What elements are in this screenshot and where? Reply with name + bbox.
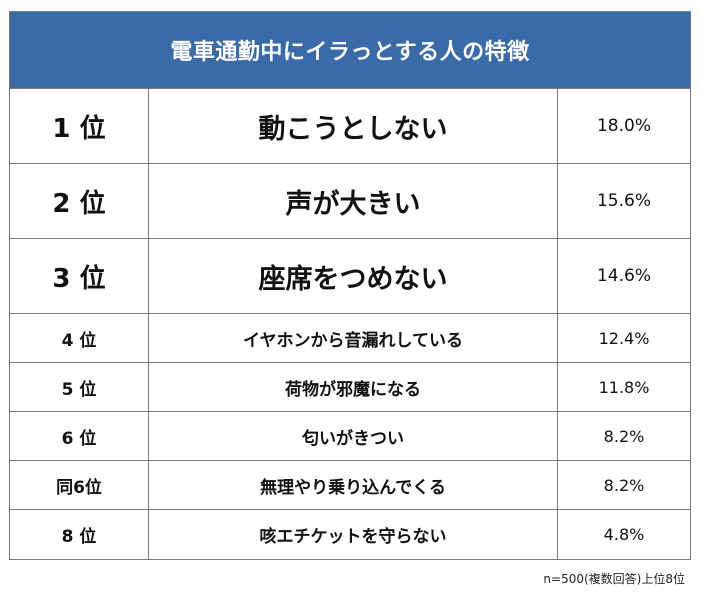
- table-row: 6 位 匂いがきつい 8.2%: [10, 412, 690, 461]
- trait-cell: 無理やり乗り込んでくる: [149, 461, 558, 509]
- trait-cell: 動こうとしない: [149, 89, 558, 163]
- percent-cell: 11.8%: [598, 377, 650, 397]
- table-row: 4 位 イヤホンから音漏れしている 12.4%: [10, 314, 690, 363]
- rank-cell: 1 位: [10, 89, 149, 163]
- rank-cell: 2 位: [10, 164, 149, 238]
- trait-cell: 声が大きい: [149, 164, 558, 238]
- rank-cell: 5 位: [10, 363, 149, 411]
- percent-cell: 8.2%: [603, 426, 645, 446]
- percent-cell: 4.8%: [603, 525, 645, 544]
- percent-cell: 12.4%: [598, 328, 650, 348]
- table-row: 3 位 座席をつめない 14.6%: [10, 239, 690, 314]
- table-row: 8 位 咳エチケットを守らない 4.8%: [10, 510, 690, 559]
- trait-cell: 咳エチケットを守らない: [149, 510, 558, 559]
- table-title: 電車通勤中にイラっとする人の特徴: [10, 12, 690, 89]
- rank-cell: 8 位: [10, 510, 149, 559]
- percent-cell: 15.6%: [596, 191, 651, 211]
- rank-cell: 4 位: [10, 314, 149, 362]
- rank-cell: 6 位: [10, 412, 149, 460]
- table-row: 5 位 荷物が邪魔になる 11.8%: [10, 363, 690, 412]
- percent-cell: 18.0%: [596, 116, 651, 136]
- table-row: 2 位 声が大きい 15.6%: [10, 164, 690, 239]
- rank-cell: 3 位: [10, 239, 149, 313]
- table-row: 1 位 動こうとしない 18.0%: [10, 89, 690, 164]
- percent-cell: 8.2%: [603, 475, 645, 495]
- trait-cell: 座席をつめない: [149, 239, 558, 313]
- table-row: 同6位 無理やり乗り込んでくる 8.2%: [10, 461, 690, 510]
- ranking-table: 電車通勤中にイラっとする人の特徴 1 位 動こうとしない 18.0% 2 位 声…: [9, 11, 691, 560]
- trait-cell: イヤホンから音漏れしている: [149, 314, 558, 362]
- trait-cell: 荷物が邪魔になる: [149, 363, 558, 411]
- sample-footnote: n=500(複数回答)上位8位: [543, 572, 685, 586]
- trait-cell: 匂いがきつい: [149, 412, 558, 460]
- rank-cell: 同6位: [10, 461, 149, 509]
- percent-cell: 14.6%: [596, 266, 651, 286]
